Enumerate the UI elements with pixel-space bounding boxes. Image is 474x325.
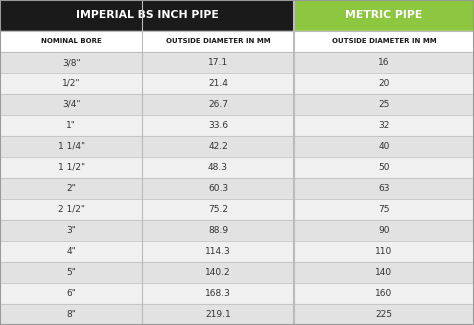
Text: 4": 4" (66, 247, 76, 256)
Text: 33.6: 33.6 (208, 121, 228, 130)
Text: 48.3: 48.3 (208, 163, 228, 172)
Text: 1": 1" (66, 121, 76, 130)
Text: 1 1/4": 1 1/4" (57, 142, 85, 151)
Bar (294, 178, 474, 199)
Bar (0, 220, 294, 241)
Bar (294, 52, 474, 73)
Text: 3/8": 3/8" (62, 58, 81, 67)
Text: 168.3: 168.3 (205, 289, 231, 298)
Text: 32: 32 (378, 121, 390, 130)
Text: NOMINAL BORE: NOMINAL BORE (41, 38, 101, 45)
Text: 8": 8" (66, 310, 76, 319)
Bar (0, 52, 294, 73)
Text: 114.3: 114.3 (205, 247, 231, 256)
Bar (0, 199, 294, 220)
Bar (294, 0, 474, 31)
Bar (294, 199, 474, 220)
Text: 3/4": 3/4" (62, 100, 81, 109)
Bar (0, 241, 294, 262)
Text: 225: 225 (375, 310, 392, 319)
Bar (294, 115, 474, 136)
Bar (0, 94, 294, 115)
Bar (0, 136, 294, 157)
Text: 6": 6" (66, 289, 76, 298)
Text: 160: 160 (375, 289, 392, 298)
Text: 50: 50 (378, 163, 390, 172)
Text: 90: 90 (378, 226, 390, 235)
Text: 40: 40 (378, 142, 390, 151)
Text: 1/2": 1/2" (62, 79, 81, 88)
Text: 42.2: 42.2 (208, 142, 228, 151)
Text: 20: 20 (378, 79, 390, 88)
Text: IMPERIAL BS INCH PIPE: IMPERIAL BS INCH PIPE (75, 10, 219, 20)
Bar (0, 178, 294, 199)
Bar (142, 31, 294, 52)
Bar (294, 220, 474, 241)
Bar (0, 262, 294, 283)
Bar (294, 304, 474, 325)
Bar (0, 283, 294, 304)
Text: 2": 2" (66, 184, 76, 193)
Bar (0, 115, 294, 136)
Bar (0, 31, 142, 52)
Text: 63: 63 (378, 184, 390, 193)
Text: OUTSIDE DIAMETER IN MM: OUTSIDE DIAMETER IN MM (166, 38, 270, 45)
Text: 75.2: 75.2 (208, 205, 228, 214)
Text: 26.7: 26.7 (208, 100, 228, 109)
Bar (294, 262, 474, 283)
Text: 25: 25 (378, 100, 390, 109)
Text: 3": 3" (66, 226, 76, 235)
Text: 2 1/2": 2 1/2" (58, 205, 84, 214)
Bar (0, 304, 294, 325)
Bar (0, 157, 294, 178)
Text: 16: 16 (378, 58, 390, 67)
Text: 21.4: 21.4 (208, 79, 228, 88)
Text: 110: 110 (375, 247, 392, 256)
Bar (294, 31, 474, 52)
Text: OUTSIDE DIAMETER IN MM: OUTSIDE DIAMETER IN MM (332, 38, 436, 45)
Bar (294, 157, 474, 178)
Text: 17.1: 17.1 (208, 58, 228, 67)
Bar (294, 94, 474, 115)
Text: 219.1: 219.1 (205, 310, 231, 319)
Text: 140.2: 140.2 (205, 268, 231, 277)
Bar (294, 241, 474, 262)
Bar (294, 73, 474, 94)
Text: 1 1/2": 1 1/2" (57, 163, 85, 172)
Text: 60.3: 60.3 (208, 184, 228, 193)
Text: METRIC PIPE: METRIC PIPE (346, 10, 422, 20)
Text: 5": 5" (66, 268, 76, 277)
Text: 88.9: 88.9 (208, 226, 228, 235)
Bar (294, 136, 474, 157)
Bar (0, 73, 294, 94)
Bar (294, 283, 474, 304)
Text: 140: 140 (375, 268, 392, 277)
Text: 75: 75 (378, 205, 390, 214)
Bar (0, 0, 294, 31)
